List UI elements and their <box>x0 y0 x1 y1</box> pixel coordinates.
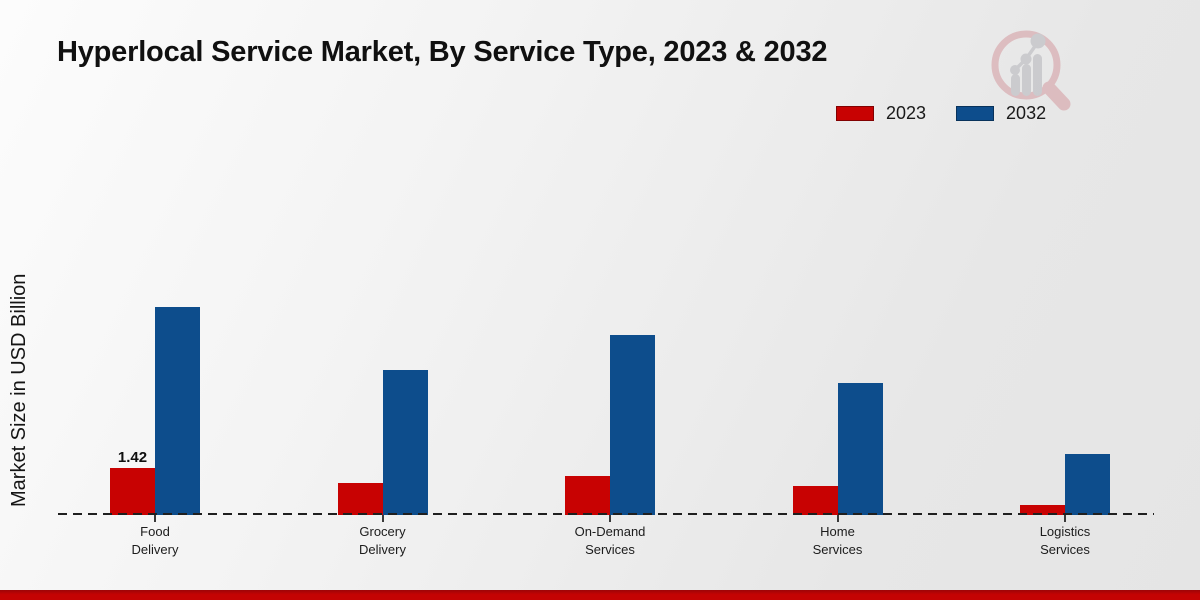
bar-2032-grocery-delivery <box>382 369 428 515</box>
legend-item-2023: 2023 <box>836 103 926 124</box>
category-label-food-delivery: Food Delivery <box>131 524 179 557</box>
bar-2023-on-demand-services <box>565 475 610 515</box>
x-axis-tick <box>1064 515 1066 522</box>
category-label-grocery-delivery: Grocery Delivery <box>359 524 406 557</box>
bar-2023-food-delivery <box>110 468 155 515</box>
bar-2023-logistics-services <box>1020 505 1065 515</box>
x-axis-tick <box>609 515 611 522</box>
category-label-home-services: Home Services <box>812 524 863 557</box>
x-axis-tick <box>836 515 839 522</box>
x-axis-tick <box>381 515 384 522</box>
bar-2032-on-demand-services <box>610 334 655 515</box>
legend-label-2023: 2023 <box>886 103 927 123</box>
bar-2023-grocery-delivery <box>337 482 383 515</box>
bottom-accent-bar <box>0 590 1200 600</box>
x-axis-tick <box>154 515 156 522</box>
legend-swatch-2023 <box>836 106 874 121</box>
legend-item-2032: 2032 <box>956 103 1046 124</box>
chart-title: Hyperlocal Service Market, By Service Ty… <box>57 36 828 68</box>
legend-label-2032: 2032 <box>1006 103 1047 123</box>
legend: 2023 2032 <box>836 103 1046 124</box>
bar-2032-logistics-services <box>1065 453 1110 515</box>
category-label-on-demand-services: On-Demand Services <box>574 524 646 557</box>
bar-2032-food-delivery <box>155 307 200 515</box>
legend-swatch-2032 <box>956 106 995 121</box>
bar-data-label: 1.42 <box>117 449 148 466</box>
bar-2032-home-services <box>837 382 883 515</box>
x-axis-baseline <box>58 513 1154 515</box>
magnifier-bar-chart-logo-icon <box>991 30 1071 111</box>
category-label-logistics-services: Logistics Services <box>1039 524 1091 557</box>
bar-2023-home-services <box>792 485 838 515</box>
